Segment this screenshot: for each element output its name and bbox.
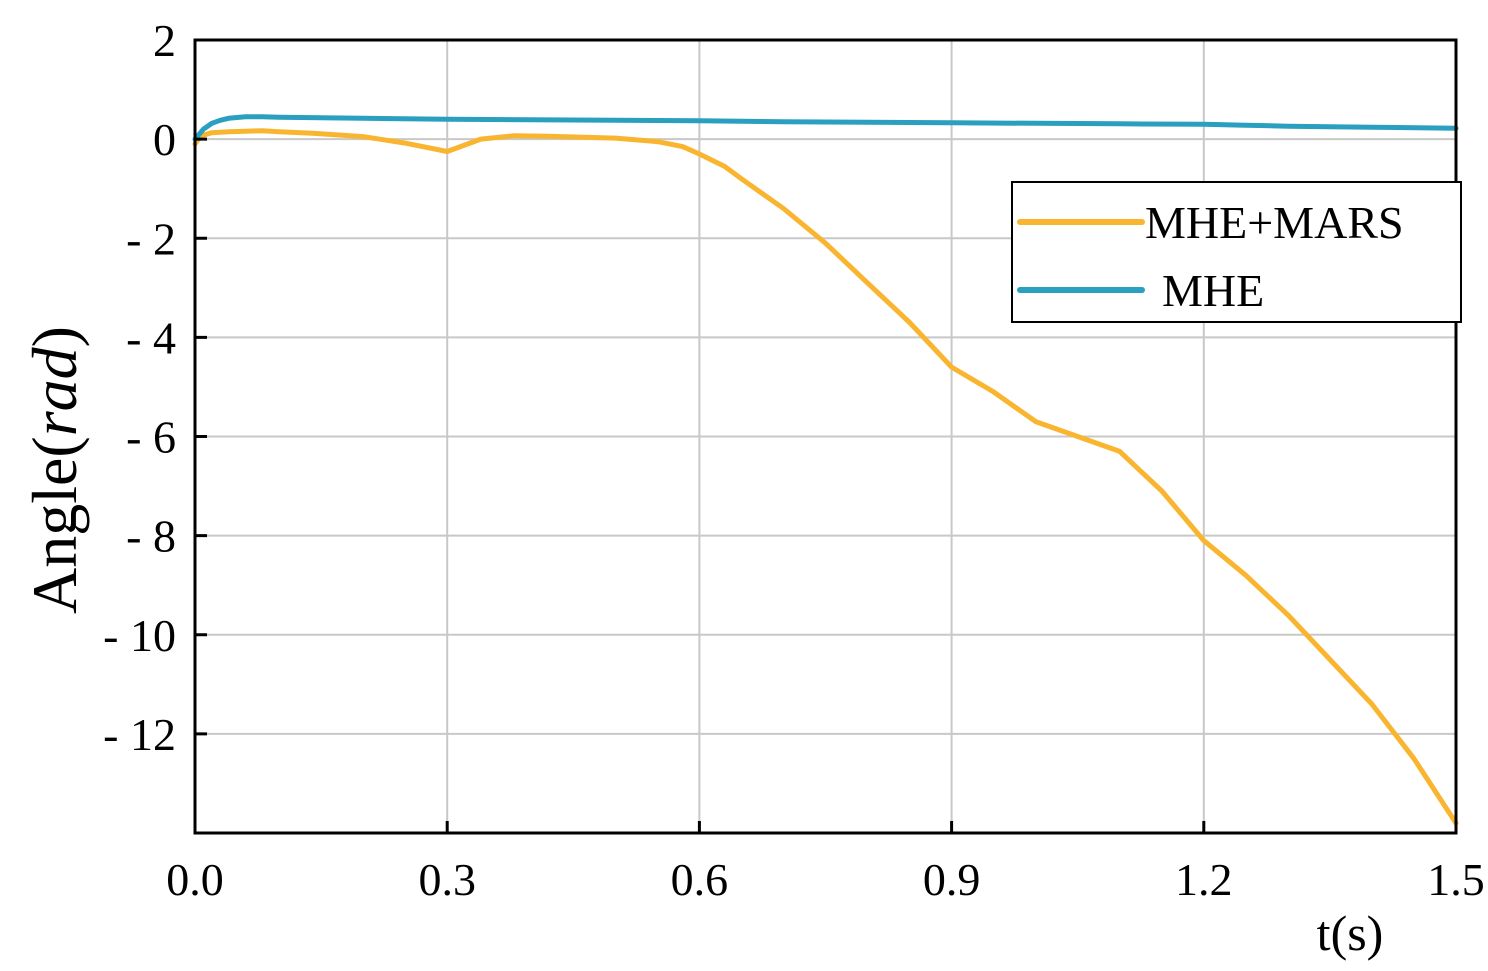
y-axis-label-unit: rad	[19, 346, 90, 436]
series-layer	[192, 114, 1459, 826]
x-tick-label: 0.9	[923, 854, 981, 905]
series-line-mhe	[192, 114, 1459, 142]
y-axis-label-suffix: )	[19, 326, 90, 347]
y-tick-label: - 4	[126, 312, 176, 363]
y-tick-label: - 6	[126, 412, 176, 463]
legend-label: MHE+MARS	[1145, 197, 1404, 248]
x-tick-label: 1.5	[1427, 854, 1485, 905]
legend-label: MHE	[1162, 265, 1264, 316]
y-tick-label: 2	[153, 15, 176, 66]
y-axis-label-prefix: Angle(	[19, 436, 90, 614]
x-axis-label: t(s)	[1317, 905, 1384, 961]
y-tick-label: - 2	[126, 213, 176, 264]
y-tick-label: - 12	[103, 709, 176, 760]
y-tick-label: 0	[153, 114, 176, 165]
y-axis-label: Angle(rad)	[19, 326, 90, 614]
legend: MHE+MARS MHE	[1011, 181, 1462, 323]
x-tick-label: 0.6	[671, 854, 729, 905]
series-line-mhe-mars	[192, 128, 1459, 826]
x-tick-label: 1.2	[1175, 854, 1233, 905]
y-tick-label: - 10	[103, 610, 176, 661]
y-tick-label: - 8	[126, 511, 176, 562]
grid-lines	[194, 40, 1457, 833]
tick-layer: 0.0 0.3 0.6 0.9 1.2 1.5 2 0 - 2 - 4 - 6 - 8 - 10 - 12	[103, 15, 1485, 905]
x-tick-label: 0.0	[166, 854, 224, 905]
legend-box	[1011, 181, 1462, 323]
x-tick-label: 0.3	[418, 854, 476, 905]
